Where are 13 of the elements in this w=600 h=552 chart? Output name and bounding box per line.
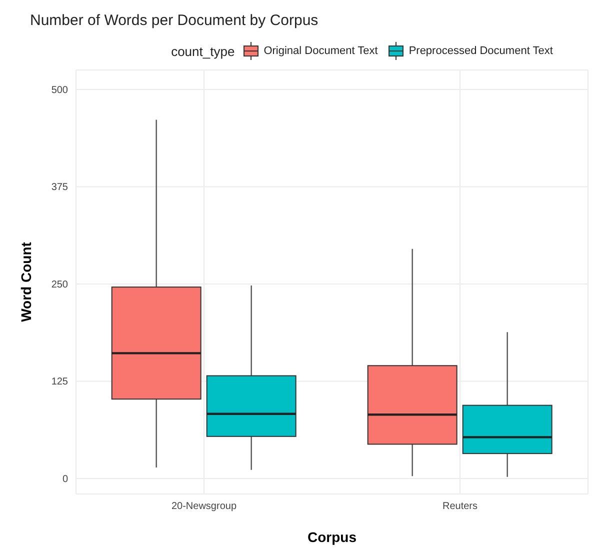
x-axis-title: Corpus [308, 529, 357, 545]
legend-title: count_type [171, 44, 235, 58]
x-tick-label: 20-Newsgroup [171, 501, 237, 512]
y-tick-label: 500 [51, 85, 68, 96]
chart-title: Number of Words per Document by Corpus [29, 11, 320, 31]
legend-label: Preprocessed Document Text [408, 44, 553, 59]
x-tick-label: Reuters [442, 501, 478, 512]
y-tick-label: 0 [62, 474, 68, 485]
y-tick-label: 375 [51, 182, 68, 194]
y-axis-title: Word Count [18, 242, 34, 322]
y-tick-label: 125 [51, 376, 68, 388]
legend-label: Original Document Text [262, 44, 378, 59]
y-tick-label: 250 [51, 279, 68, 290]
